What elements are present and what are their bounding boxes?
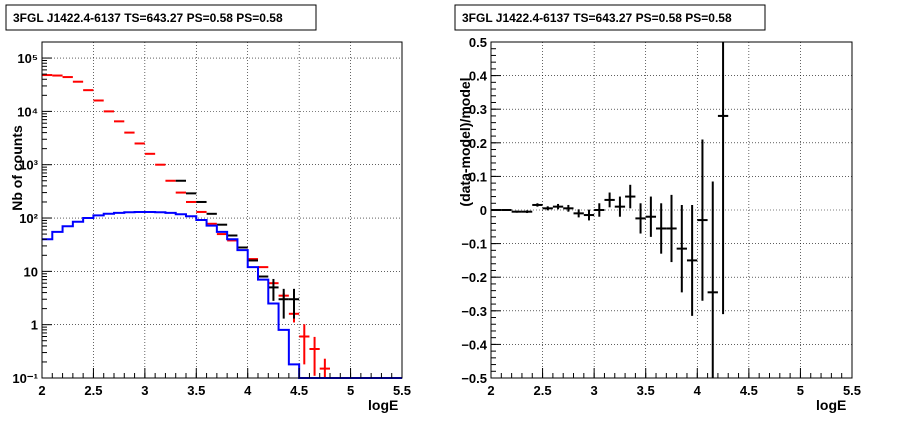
right-y-tick-label: 0.1 (469, 169, 487, 184)
right-x-tick-label: 2.5 (534, 383, 552, 398)
left-x-tick-label: 2 (38, 383, 45, 398)
left-x-tick-label: 3.5 (187, 383, 205, 398)
right-x-tick-label: 2 (487, 383, 494, 398)
right-y-tick-label: −0.3 (461, 304, 487, 319)
right-x-tick-label: 5 (797, 383, 804, 398)
left-title-box (5, 4, 317, 31)
right-x-tick-label: 3.5 (637, 383, 655, 398)
left-x-tick-label: 4.5 (290, 383, 308, 398)
right-y-tick-label: −0.1 (461, 237, 487, 252)
left-x-tick-label: 5 (347, 383, 354, 398)
left-y-tick-label: 10 (24, 264, 38, 279)
right-x-tick-label: 4 (694, 383, 702, 398)
left-y-tick-label: 10³ (19, 158, 38, 173)
left-title: 3FGL J1422.4-6137 TS=643.27 PS=0.58 PS=0… (13, 11, 283, 25)
right-title-box (454, 4, 766, 31)
right-x-tick-label: 3 (591, 383, 598, 398)
left-ylabel: Nb of counts (9, 125, 25, 211)
left-plot-frame (41, 41, 403, 379)
right-x-tick-label: 4.5 (740, 383, 758, 398)
right-y-tick-label: −0.4 (461, 337, 487, 352)
right-ticks: 2 2.5 3 3.5 4 4.5 5 5.5 −0.5 −0.4 −0.3 −0.2 −0.1 0 0.1… (461, 35, 861, 398)
left-x-tick-label: 2.5 (84, 383, 102, 398)
right-x-tick-label: 5.5 (843, 383, 861, 398)
left-y-tick-label: 10² (19, 211, 38, 226)
left-model-step-line (42, 210, 402, 379)
left-grid (42, 42, 402, 378)
left-x-tick-label: 4 (244, 383, 252, 398)
right-y-tick-label: 0.3 (469, 102, 487, 117)
left-y-tick-label: 10⁵ (17, 51, 38, 66)
left-y-tick-label: 10⁴ (17, 104, 38, 119)
left-y-tick-label: 1 (31, 318, 38, 333)
left-x-tick-label: 3 (141, 383, 148, 398)
left-series (42, 74, 402, 379)
right-y-tick-label: 0 (480, 203, 487, 218)
right-y-tick-label: 0.4 (469, 69, 488, 84)
right-y-tick-label: −0.2 (461, 270, 487, 285)
right-series (491, 42, 729, 378)
right-y-tick-label: 0.2 (469, 136, 487, 151)
left-y-tick-label: 10⁻¹ (12, 371, 38, 386)
right-pad: 3FGL J1422.4-6137 TS=643.27 PS=0.58 PS=0… (454, 4, 861, 413)
right-y-tick-label: −0.5 (461, 371, 487, 386)
right-y-tick-label: 0.5 (469, 35, 487, 50)
right-ylabel: (data-model)/model (457, 77, 473, 206)
left-xlabel: logE (368, 397, 398, 413)
left-ticks: 2 2.5 3 3.5 4 4.5 5 5.5 10⁻¹ 1 10 10² 10³ 10⁴ 10⁵ (12, 51, 411, 398)
left-x-tick-label: 5.5 (393, 383, 411, 398)
right-xlabel: logE (816, 397, 846, 413)
left-pad: 3FGL J1422.4-6137 TS=643.27 PS=0.58 PS=0… (5, 4, 411, 413)
right-title: 3FGL J1422.4-6137 TS=643.27 PS=0.58 PS=0… (462, 11, 732, 25)
